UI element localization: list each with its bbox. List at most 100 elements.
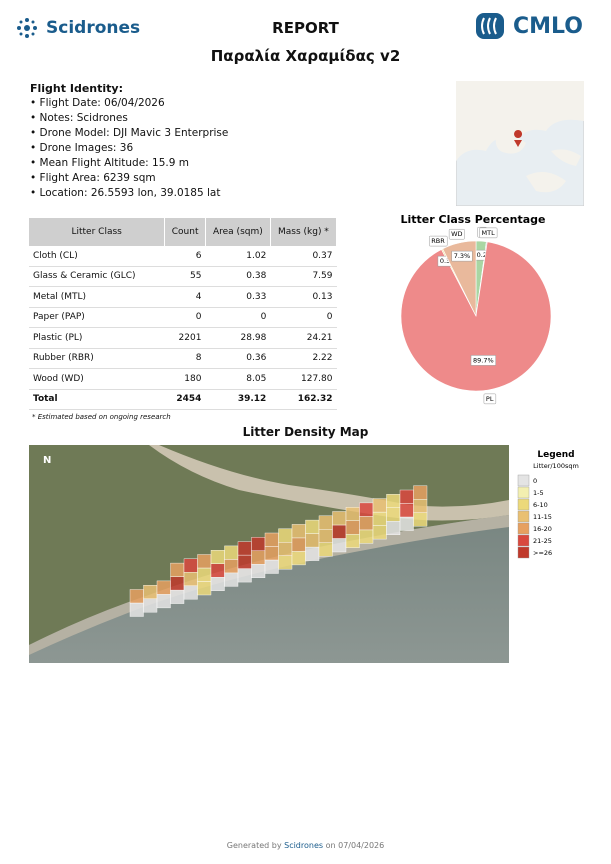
table-cell: 8	[164, 348, 206, 369]
table-cell: 0	[205, 307, 271, 328]
density-cell	[305, 519, 320, 534]
density-cell	[278, 528, 293, 543]
info-item: Location: 26.5593 lon, 39.0185 lat	[30, 186, 228, 201]
subtitle: Παραλία Χαραμίδας v2	[210, 47, 401, 65]
logo-icon	[476, 13, 505, 39]
value-label: 0.3%	[440, 257, 457, 265]
density-cell	[210, 563, 225, 578]
legend-title: Legend	[537, 450, 574, 460]
table-cell: 0.37	[270, 246, 337, 267]
table-cell: 0	[164, 307, 206, 328]
table-cell: 127.80	[270, 368, 337, 390]
map-title: Litter Density Map	[242, 425, 369, 439]
density-cell	[210, 549, 225, 564]
legend-label: 6-10	[533, 501, 548, 509]
legend-label: 16-20	[533, 525, 552, 533]
label-box	[448, 228, 465, 240]
footer-text: on 07/04/2026	[325, 841, 385, 850]
density-cell	[170, 562, 185, 577]
density-cell	[359, 529, 374, 544]
density-cell	[224, 572, 239, 587]
density-cell	[305, 546, 320, 561]
density-cell	[413, 512, 428, 527]
density-cell	[291, 524, 306, 539]
density-cell	[318, 515, 333, 530]
density-cell	[170, 576, 185, 591]
density-cell	[197, 554, 212, 569]
density-cell	[386, 494, 401, 508]
table-cell: 4	[164, 286, 206, 308]
table-cell: 0.38	[205, 266, 271, 287]
north-arrow: N	[43, 455, 51, 466]
legend-label: 21-25	[533, 537, 552, 545]
density-cell	[291, 537, 306, 552]
density-cell	[183, 558, 198, 573]
table-cell: 28.98	[205, 327, 271, 349]
density-cell	[224, 545, 239, 560]
density-cell	[386, 507, 401, 522]
label-box	[428, 235, 448, 247]
info-item: Drone Model: DJI Mavic 3 Enterprise	[30, 126, 229, 141]
slice-label: WD	[451, 230, 462, 238]
density-cell	[264, 546, 279, 561]
footer-brand: Scidrones	[284, 841, 324, 850]
density-cell	[156, 594, 171, 609]
table-cell: 6	[164, 246, 206, 267]
table-cell: Rubber (RBR)	[29, 348, 165, 369]
column-header: Litter Class	[29, 218, 166, 246]
density-map: N	[29, 445, 509, 663]
slice-label: RBR	[431, 237, 445, 245]
table-row: Metal (MTL) 4 0.33 0.13	[29, 286, 337, 308]
density-cell	[291, 551, 306, 566]
slice-label: PL	[486, 395, 494, 403]
info-item: Mean Flight Altitude: 15.9 m	[30, 156, 228, 171]
location-map	[456, 81, 584, 206]
density-cell	[156, 580, 171, 595]
density-cell	[210, 576, 225, 591]
report-title: REPORT	[272, 19, 339, 37]
table-cell: 180	[164, 368, 206, 390]
legend-label: 11-15	[533, 513, 552, 521]
table-body: Cloth (CL) 6 1.02 0.37 Glass & Ceramic (GLC)…	[29, 246, 337, 410]
density-cell	[372, 498, 387, 513]
table-cell: 24.21	[270, 327, 337, 349]
table-cell: 0.33	[205, 286, 271, 308]
density-cell	[332, 538, 347, 553]
footnote: * Estimated based on ongoing research	[32, 413, 171, 421]
density-cell	[332, 524, 347, 539]
density-cell	[129, 602, 144, 617]
table-row: Plastic (PL) 2201 28.98 24.21	[29, 327, 337, 349]
table-cell: Metal (MTL)	[29, 286, 165, 308]
density-cell	[318, 542, 333, 557]
footer-text: Generated by	[226, 841, 282, 850]
density-cell	[278, 541, 293, 556]
info-item: Flight Date: 06/04/2026	[30, 96, 228, 111]
logo-text: Scidrones	[46, 18, 141, 38]
density-cell	[197, 567, 212, 582]
legend-label: >=26	[533, 549, 552, 557]
density-cell	[332, 511, 347, 526]
density-cell	[359, 516, 374, 531]
density-cell	[170, 589, 185, 604]
info-item: Drone Images: 36	[30, 141, 228, 156]
value-label: 89.7%	[473, 356, 494, 364]
info-list: Flight Date: 06/04/2026Notes: ScidronesD…	[30, 96, 229, 201]
litter-table: Litter Class Count Area (sqm) Mass (kg) * C…	[29, 218, 338, 410]
density-cell	[305, 533, 320, 548]
density-cell	[278, 555, 293, 570]
density-cell	[264, 532, 279, 547]
legend-swatch	[517, 546, 530, 559]
table-row: Wood (WD) 180 8.05 127.80	[29, 368, 337, 390]
footer: Generated by Scidrones on 07/04/2026	[0, 841, 611, 850]
legend-swatch	[517, 486, 530, 499]
pie-chart: Litter Class Percentage CMTL0.2%PL89.7%R…	[401, 213, 552, 405]
density-cell	[399, 503, 414, 518]
density-cell	[359, 502, 374, 517]
table-row: Glass & Ceramic (GLC) 55 0.38 7.59	[29, 266, 337, 287]
density-cell	[372, 511, 387, 526]
density-cell	[251, 537, 266, 552]
table-cell: Plastic (PL)	[29, 327, 165, 349]
right-logo: CMLO	[475, 12, 583, 40]
density-cell	[237, 541, 252, 556]
